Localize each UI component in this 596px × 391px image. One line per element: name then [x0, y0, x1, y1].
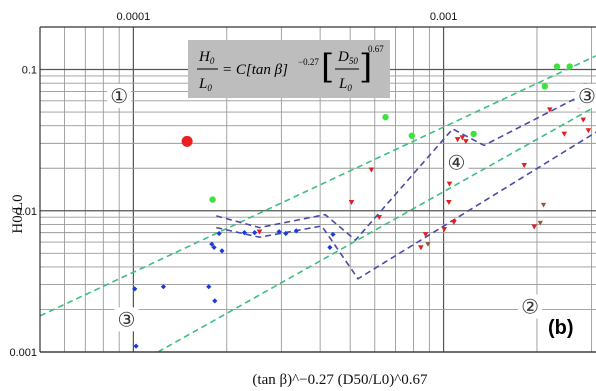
data-point-triangle — [454, 137, 461, 143]
formula-equals: = C[tan β] — [222, 62, 288, 78]
data-point-circle — [541, 83, 549, 90]
data-point-triangle — [376, 214, 382, 221]
data-point-triangle — [540, 202, 547, 208]
data-point-diamond — [211, 244, 217, 251]
plot-frame — [39, 26, 596, 353]
y-axis-label: H0/L0 — [10, 194, 26, 233]
formula-exponent-2: 0.67 — [368, 44, 384, 54]
data-point-diamond — [209, 241, 215, 247]
data-point-triangle — [537, 220, 543, 226]
data-point-triangle — [459, 135, 466, 141]
formula-lhs-den: L0 — [198, 76, 212, 93]
zone-label: ② — [521, 294, 539, 318]
data-point-circle — [209, 196, 216, 203]
boundary-dashed-green-lower — [157, 105, 596, 353]
data-point-triangle — [546, 107, 553, 113]
data-point-diamond — [160, 284, 167, 290]
boundary-lines — [39, 55, 596, 353]
zone-label-background — [444, 150, 469, 175]
x-tick-label: 0.001 — [430, 11, 458, 23]
data-point-diamond — [216, 230, 222, 237]
data-point-triangle — [561, 131, 568, 137]
data-point-triangle — [446, 181, 453, 187]
data-point-diamond — [206, 284, 212, 290]
data-point-diamond — [219, 248, 225, 254]
data-point-triangle — [256, 229, 263, 235]
formula-rhs-num: D50 — [337, 49, 358, 66]
zone-label-background — [107, 83, 132, 108]
data-point-triangle — [585, 128, 592, 134]
data-point-diamond — [241, 230, 248, 236]
data-point-circle — [553, 63, 561, 70]
zone-label-background — [575, 83, 596, 108]
zone-label: ④ — [447, 150, 465, 174]
formula-exponent-1: −0.27 — [298, 57, 319, 67]
formula-box: H0 L0 = C[tan β] −0.27 [ D50 L0 ] 0.67 — [188, 40, 390, 98]
boundary-dashed-green-upper — [39, 55, 596, 317]
formula-bracket-right: ] — [359, 47, 372, 87]
boundary-dashed-blue-upper — [216, 97, 596, 242]
y-tick-label: 0.01 — [16, 206, 37, 218]
x-axis-label: (tan β)^−0.27 (D50/L0)^0.67 — [252, 372, 428, 388]
data-point-diamond — [212, 298, 218, 304]
data-point-circle — [382, 113, 389, 121]
data-point-triangle — [521, 163, 528, 169]
data-point-diamond — [132, 286, 138, 292]
data-point-triangle — [418, 245, 424, 251]
zone-label-background — [518, 294, 543, 319]
data-point-diamond — [293, 228, 299, 234]
data-point-triangle — [422, 232, 429, 238]
data-point-triangle — [531, 224, 538, 230]
data-point-triangle — [441, 226, 448, 233]
data-point-circle — [181, 135, 193, 147]
zone-label: ③ — [118, 307, 136, 331]
zone-label: ① — [110, 84, 128, 108]
formula-rhs-den: L0 — [338, 76, 352, 93]
data-point-triangle — [580, 117, 587, 123]
data-point-diamond — [252, 230, 258, 236]
data-point-triangle — [348, 199, 355, 205]
data-point-triangle — [425, 242, 431, 247]
data-point-diamond — [283, 230, 289, 237]
zone-label: ③ — [578, 84, 596, 108]
y-tick-label: 0.1 — [22, 65, 37, 77]
data-point-triangle — [451, 219, 457, 225]
zone-label-background — [114, 307, 139, 332]
zone-labels: ① ② ③ ③ ④ — [107, 83, 596, 332]
panel-label: (b) — [548, 317, 574, 339]
data-point-diamond — [327, 244, 333, 251]
tick-labels: 0.0001 0.001 0.001 0.01 0.1 — [9, 11, 457, 359]
data-point-triangle — [368, 167, 375, 173]
data-point-diamond — [133, 343, 139, 349]
data-point-diamond — [276, 229, 282, 235]
data-point-triangle — [446, 199, 452, 205]
boundary-dashed-blue-lower — [216, 131, 596, 280]
data-point-circle — [470, 130, 477, 138]
data-point-diamond — [330, 231, 336, 238]
formula-bracket-left: [ — [321, 47, 334, 87]
x-tick-label: 0.0001 — [117, 11, 151, 23]
formula-lhs-num: H0 — [198, 49, 215, 66]
y-tick-label: 0.001 — [9, 347, 37, 359]
data-point-triangle — [463, 139, 469, 145]
data-point-circle — [408, 132, 416, 139]
data-point-circle — [566, 63, 573, 70]
